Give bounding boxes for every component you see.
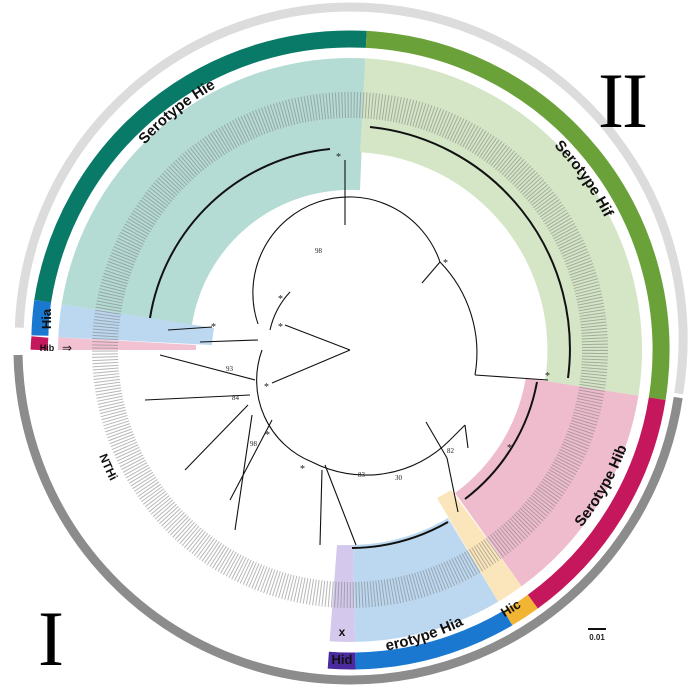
hia-small-shade xyxy=(58,304,214,345)
bootstrap-value: 84 xyxy=(232,394,240,402)
lower-backbone-arc xyxy=(311,439,451,476)
bootstrap-value: * xyxy=(336,152,341,163)
root-arc-right xyxy=(439,261,478,376)
hie-band xyxy=(34,30,367,303)
branch xyxy=(144,394,251,401)
bootstrap-value: * xyxy=(443,258,448,269)
hid-label: Hid xyxy=(332,652,353,667)
x-label: x xyxy=(339,625,346,639)
hic-band xyxy=(503,594,538,626)
hie-shade xyxy=(61,57,366,325)
scale-bar-line xyxy=(588,628,606,630)
branch xyxy=(425,421,448,459)
branch xyxy=(474,374,549,381)
root-arc-inner xyxy=(269,291,291,331)
bootstrap-value: * xyxy=(507,443,512,454)
hib-small-band xyxy=(30,336,49,351)
branch xyxy=(229,419,273,501)
hif-band xyxy=(365,30,670,401)
group-i-ring xyxy=(13,354,683,685)
branch xyxy=(319,469,323,546)
nthi-label: NTHi xyxy=(96,452,120,483)
leaf-label-band-outer xyxy=(92,92,608,608)
hib-small-shade xyxy=(58,337,197,350)
bootstrap-value: 82 xyxy=(447,447,455,455)
hib-band xyxy=(527,397,666,609)
branch xyxy=(271,349,351,384)
serotype-band-ring xyxy=(30,30,670,670)
bootstrap-value: * xyxy=(278,322,283,333)
branch xyxy=(167,326,213,331)
bootstrap-value: 98 xyxy=(315,247,323,255)
bootstrap-labels: 98 * * * * * 93 84 98 * 83 30 82 * * * * xyxy=(211,152,550,482)
bootstrap-value: * xyxy=(300,464,305,475)
hid-shade xyxy=(329,545,356,642)
hia-leaf-arc xyxy=(351,521,449,549)
bootstrap-value: * xyxy=(211,322,216,333)
branch xyxy=(234,414,253,531)
hif-leaf-arc xyxy=(369,126,571,379)
branch xyxy=(184,404,249,471)
bootstrap-value: * xyxy=(264,382,269,393)
bootstrap-value: * xyxy=(545,371,550,382)
scale-bar: 0.01 xyxy=(583,628,611,642)
branch xyxy=(199,339,259,343)
branch xyxy=(421,261,441,284)
group-ii-ring xyxy=(14,2,688,395)
branch xyxy=(446,457,459,513)
bootstrap-value: 30 xyxy=(395,474,403,482)
tree-branches xyxy=(144,126,571,549)
group-ii-label: II xyxy=(598,57,648,144)
branch xyxy=(159,354,256,381)
hic-shade xyxy=(437,490,522,602)
arrow-icon: ⇒ xyxy=(62,341,72,355)
branch xyxy=(324,464,357,546)
branch xyxy=(284,324,351,351)
hia-band xyxy=(355,610,513,670)
hia-small-band xyxy=(31,300,52,336)
bootstrap-value: * xyxy=(265,430,270,441)
leaf-labels xyxy=(92,92,608,608)
bootstrap-value: 83 xyxy=(358,471,366,479)
hia-small-label: Hia xyxy=(39,308,54,329)
nthi-backbone-arc xyxy=(256,349,313,463)
bootstrap-value: * xyxy=(278,294,283,305)
branch xyxy=(464,424,469,449)
branch xyxy=(449,424,466,441)
hie-leaf-arc xyxy=(149,148,331,319)
root-arc-outer xyxy=(252,196,441,325)
hid-band xyxy=(327,651,356,670)
scale-bar-label: 0.01 xyxy=(589,633,605,642)
hib-leaf-arc xyxy=(464,381,538,500)
bootstrap-value: 93 xyxy=(226,365,234,373)
group-ring xyxy=(13,2,688,685)
bootstrap-value: 98 xyxy=(250,440,258,448)
hib-small-label: Hib xyxy=(40,343,55,353)
group-i-label: I xyxy=(38,595,64,682)
